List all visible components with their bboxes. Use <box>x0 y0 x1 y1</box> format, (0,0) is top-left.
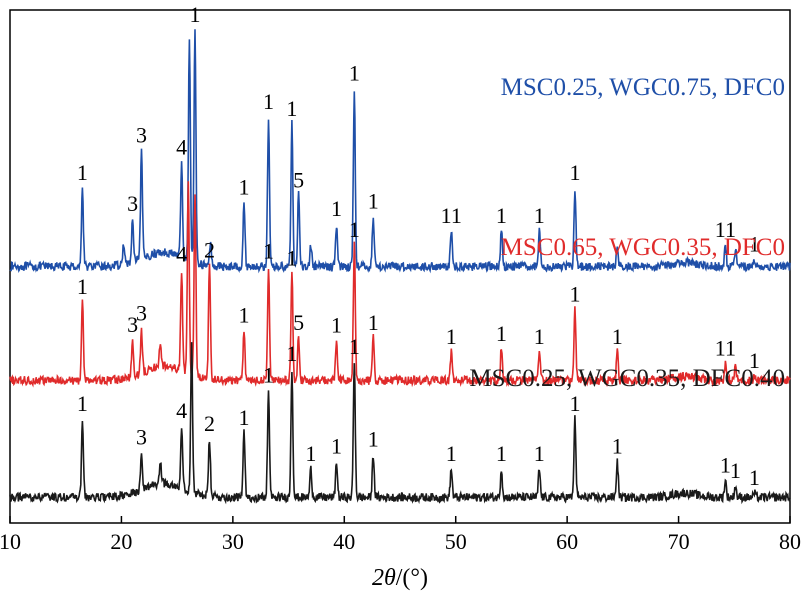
peak-label: 1 <box>77 274 88 299</box>
peak-label: 1 <box>239 303 250 328</box>
peak-label: 3 <box>136 301 147 326</box>
peak-label: 5 <box>293 310 304 335</box>
x-tick-label: 50 <box>445 529 467 554</box>
peak-label: 4 <box>176 241 187 266</box>
peak-label: 1 <box>239 405 250 430</box>
peak-label: 1 <box>446 441 457 466</box>
peak-label: 1 <box>286 96 297 121</box>
series-line <box>9 181 791 388</box>
peak-label: 2 <box>204 237 215 262</box>
peak-label: 1 <box>349 334 360 359</box>
peak-label: 1 <box>331 196 342 221</box>
peak-label: 1 <box>612 324 623 349</box>
series-label: MSC0.25, WGC0.35, DFC0.40 <box>469 365 785 392</box>
x-tick-label: 10 <box>0 529 21 554</box>
peak-label: 1 <box>569 391 580 416</box>
x-tick-label: 60 <box>556 529 578 554</box>
peak-label: 11 <box>715 217 736 242</box>
peak-label: 1 <box>368 427 379 452</box>
series-labels-group: MSC0.25, WGC0.75, DFC0 MSC0.65, WGC0.35, … <box>469 74 785 392</box>
peak-label: 3 <box>136 425 147 450</box>
x-axis-label-unit: /(°) <box>396 565 428 591</box>
peak-label: 1 <box>305 441 316 466</box>
x-axis-label-var: 2θ <box>372 565 396 591</box>
peak-label: 3 <box>127 312 138 337</box>
peak-label: 1 <box>189 2 200 27</box>
peak-label: 1 <box>349 217 360 242</box>
peak-label: 1 <box>569 281 580 306</box>
series-label: MSC0.25, WGC0.75, DFC0 <box>501 74 785 101</box>
peak-label: 1 <box>496 321 507 346</box>
x-tick-label: 20 <box>110 529 132 554</box>
peak-label: 1 <box>263 362 274 387</box>
peak-label: 1 <box>569 160 580 185</box>
traces-group <box>9 29 791 505</box>
peak-label: 1 <box>286 341 297 366</box>
peak-label: 1 <box>496 203 507 228</box>
peak-label: 1 <box>749 231 760 256</box>
peak-label: 3 <box>127 191 138 216</box>
series-line <box>9 342 791 505</box>
peak-label: 3 <box>136 123 147 148</box>
peak-label: 1 <box>368 189 379 214</box>
x-tick-label: 80 <box>779 529 801 554</box>
peak-label: 1 <box>534 441 545 466</box>
peak-label: 1 <box>749 465 760 490</box>
peak-label: 4 <box>176 398 187 423</box>
peak-label: 11 <box>715 335 736 360</box>
peak-label: 1 <box>263 239 274 264</box>
peak-label: 4 <box>176 135 187 160</box>
peak-label: 1 <box>612 434 623 459</box>
x-axis: 10 20 30 40 50 60 70 80 <box>0 516 801 554</box>
peak-label: 1 <box>77 160 88 185</box>
peak-label: 1 <box>534 203 545 228</box>
series-line <box>9 29 791 274</box>
peak-label: 1 <box>730 458 741 483</box>
peak-label: 5 <box>293 167 304 192</box>
peak-label: 1 <box>286 246 297 271</box>
peak-label: 11 <box>441 203 462 228</box>
peak-label: 1 <box>331 434 342 459</box>
peak-label: 1 <box>263 89 274 114</box>
peak-label: 1 <box>720 452 731 477</box>
peak-label: 1 <box>534 324 545 349</box>
peak-label: 1 <box>368 310 379 335</box>
peak-label: 1 <box>749 348 760 373</box>
x-tick-label: 70 <box>668 529 690 554</box>
peak-label: 1 <box>349 60 360 85</box>
peak-label: 1 <box>496 441 507 466</box>
peak-label: 1 <box>77 391 88 416</box>
x-axis-label: 2θ/(°) <box>372 565 428 591</box>
peak-label: 1 <box>331 313 342 338</box>
x-tick-label: 40 <box>333 529 355 554</box>
x-tick-label: 30 <box>222 529 244 554</box>
series-label: MSC0.65, WGC0.35, DFC0 <box>501 234 785 261</box>
peak-label: 1 <box>239 174 250 199</box>
peak-label: 2 <box>204 411 215 436</box>
peak-label: 1 <box>446 324 457 349</box>
